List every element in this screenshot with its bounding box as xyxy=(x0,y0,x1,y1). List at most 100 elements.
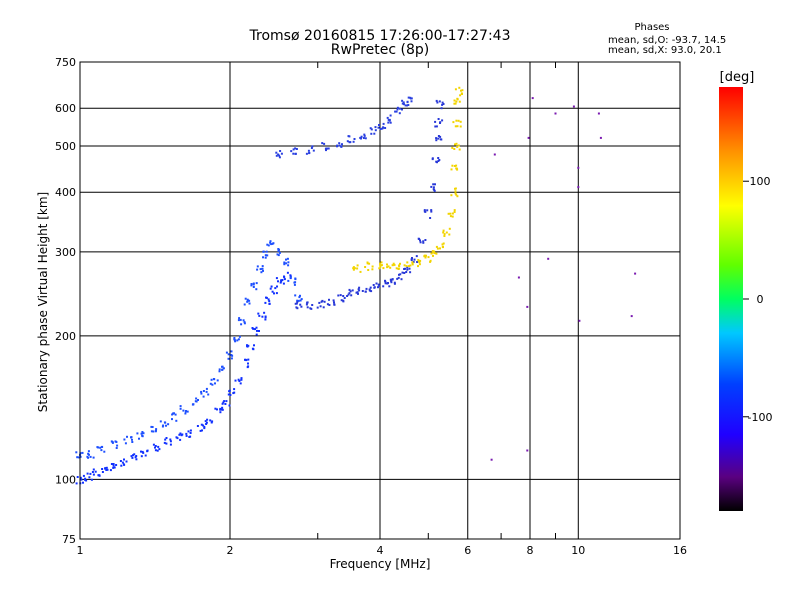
data-point xyxy=(434,120,437,123)
data-point xyxy=(343,297,346,299)
data-point xyxy=(262,269,264,272)
data-point xyxy=(359,270,362,273)
data-point xyxy=(377,126,380,129)
data-point xyxy=(415,255,418,258)
data-point xyxy=(230,350,233,353)
data-point xyxy=(399,262,401,265)
data-point xyxy=(448,233,451,236)
data-point xyxy=(398,112,401,115)
data-point xyxy=(389,266,392,269)
data-point xyxy=(409,271,412,274)
data-point xyxy=(299,294,301,297)
data-point xyxy=(268,300,271,303)
data-point xyxy=(130,436,132,439)
data-point xyxy=(247,365,250,368)
data-point xyxy=(230,357,233,360)
data-point xyxy=(82,481,84,484)
data-point xyxy=(140,432,143,435)
data-point xyxy=(341,143,343,146)
data-point xyxy=(431,158,434,161)
data-point xyxy=(453,102,456,105)
data-point xyxy=(154,446,156,449)
data-point xyxy=(286,257,289,260)
data-point xyxy=(340,145,343,148)
data-point xyxy=(300,305,303,308)
data-point xyxy=(237,378,240,381)
data-point xyxy=(393,281,396,284)
data-point xyxy=(169,440,172,443)
data-point xyxy=(194,400,197,403)
data-point xyxy=(370,132,373,135)
data-point xyxy=(547,257,550,260)
data-point xyxy=(227,393,230,396)
data-point xyxy=(141,431,144,433)
data-point xyxy=(120,464,123,467)
data-point xyxy=(346,295,349,297)
data-point xyxy=(402,101,405,104)
data-point xyxy=(236,339,239,342)
data-point xyxy=(311,145,314,148)
data-point xyxy=(112,466,115,469)
data-point xyxy=(258,314,261,317)
data-point xyxy=(437,118,440,120)
data-point xyxy=(248,299,251,302)
data-point xyxy=(188,436,191,438)
data-point xyxy=(396,277,399,280)
data-point xyxy=(119,460,122,462)
data-point xyxy=(251,347,254,350)
data-point xyxy=(450,194,453,197)
data-point xyxy=(418,263,421,266)
data-point xyxy=(180,434,183,437)
data-point xyxy=(186,410,189,413)
data-point xyxy=(400,278,403,281)
data-point xyxy=(209,382,212,385)
data-point xyxy=(250,284,253,287)
data-point xyxy=(205,423,208,425)
data-point xyxy=(222,367,225,370)
data-point xyxy=(426,209,429,212)
data-point xyxy=(435,160,438,163)
data-point xyxy=(399,273,402,276)
data-point xyxy=(299,299,302,302)
data-point xyxy=(131,456,134,459)
data-point xyxy=(275,154,278,157)
data-point xyxy=(397,267,400,270)
data-point xyxy=(185,434,188,437)
data-point xyxy=(406,101,409,104)
data-point xyxy=(179,438,182,441)
data-point xyxy=(276,285,278,288)
data-point xyxy=(454,88,457,91)
data-point xyxy=(252,286,255,288)
data-point xyxy=(435,252,438,255)
data-point xyxy=(220,408,223,411)
data-point xyxy=(130,455,133,458)
data-point xyxy=(389,114,392,117)
data-point xyxy=(275,277,278,280)
data-point xyxy=(116,444,119,447)
data-point xyxy=(295,302,298,305)
data-point xyxy=(386,282,389,285)
data-point xyxy=(358,286,361,289)
data-point xyxy=(452,121,455,124)
data-point xyxy=(283,261,286,264)
data-point xyxy=(269,240,272,243)
data-point xyxy=(362,137,365,139)
data-point xyxy=(294,152,297,155)
data-point xyxy=(380,261,383,264)
data-point xyxy=(531,97,534,100)
data-point xyxy=(240,323,243,326)
data-point xyxy=(271,290,274,293)
data-point xyxy=(275,151,278,154)
data-point xyxy=(387,121,390,124)
data-point xyxy=(292,148,295,151)
data-point xyxy=(441,101,444,104)
data-point xyxy=(255,326,258,329)
data-point xyxy=(158,448,161,451)
data-point xyxy=(256,265,259,268)
data-point xyxy=(222,401,225,404)
data-point xyxy=(277,153,280,156)
data-point xyxy=(395,267,398,270)
x-tick-label: 16 xyxy=(673,544,687,557)
data-point xyxy=(278,154,281,157)
data-point xyxy=(85,479,88,482)
